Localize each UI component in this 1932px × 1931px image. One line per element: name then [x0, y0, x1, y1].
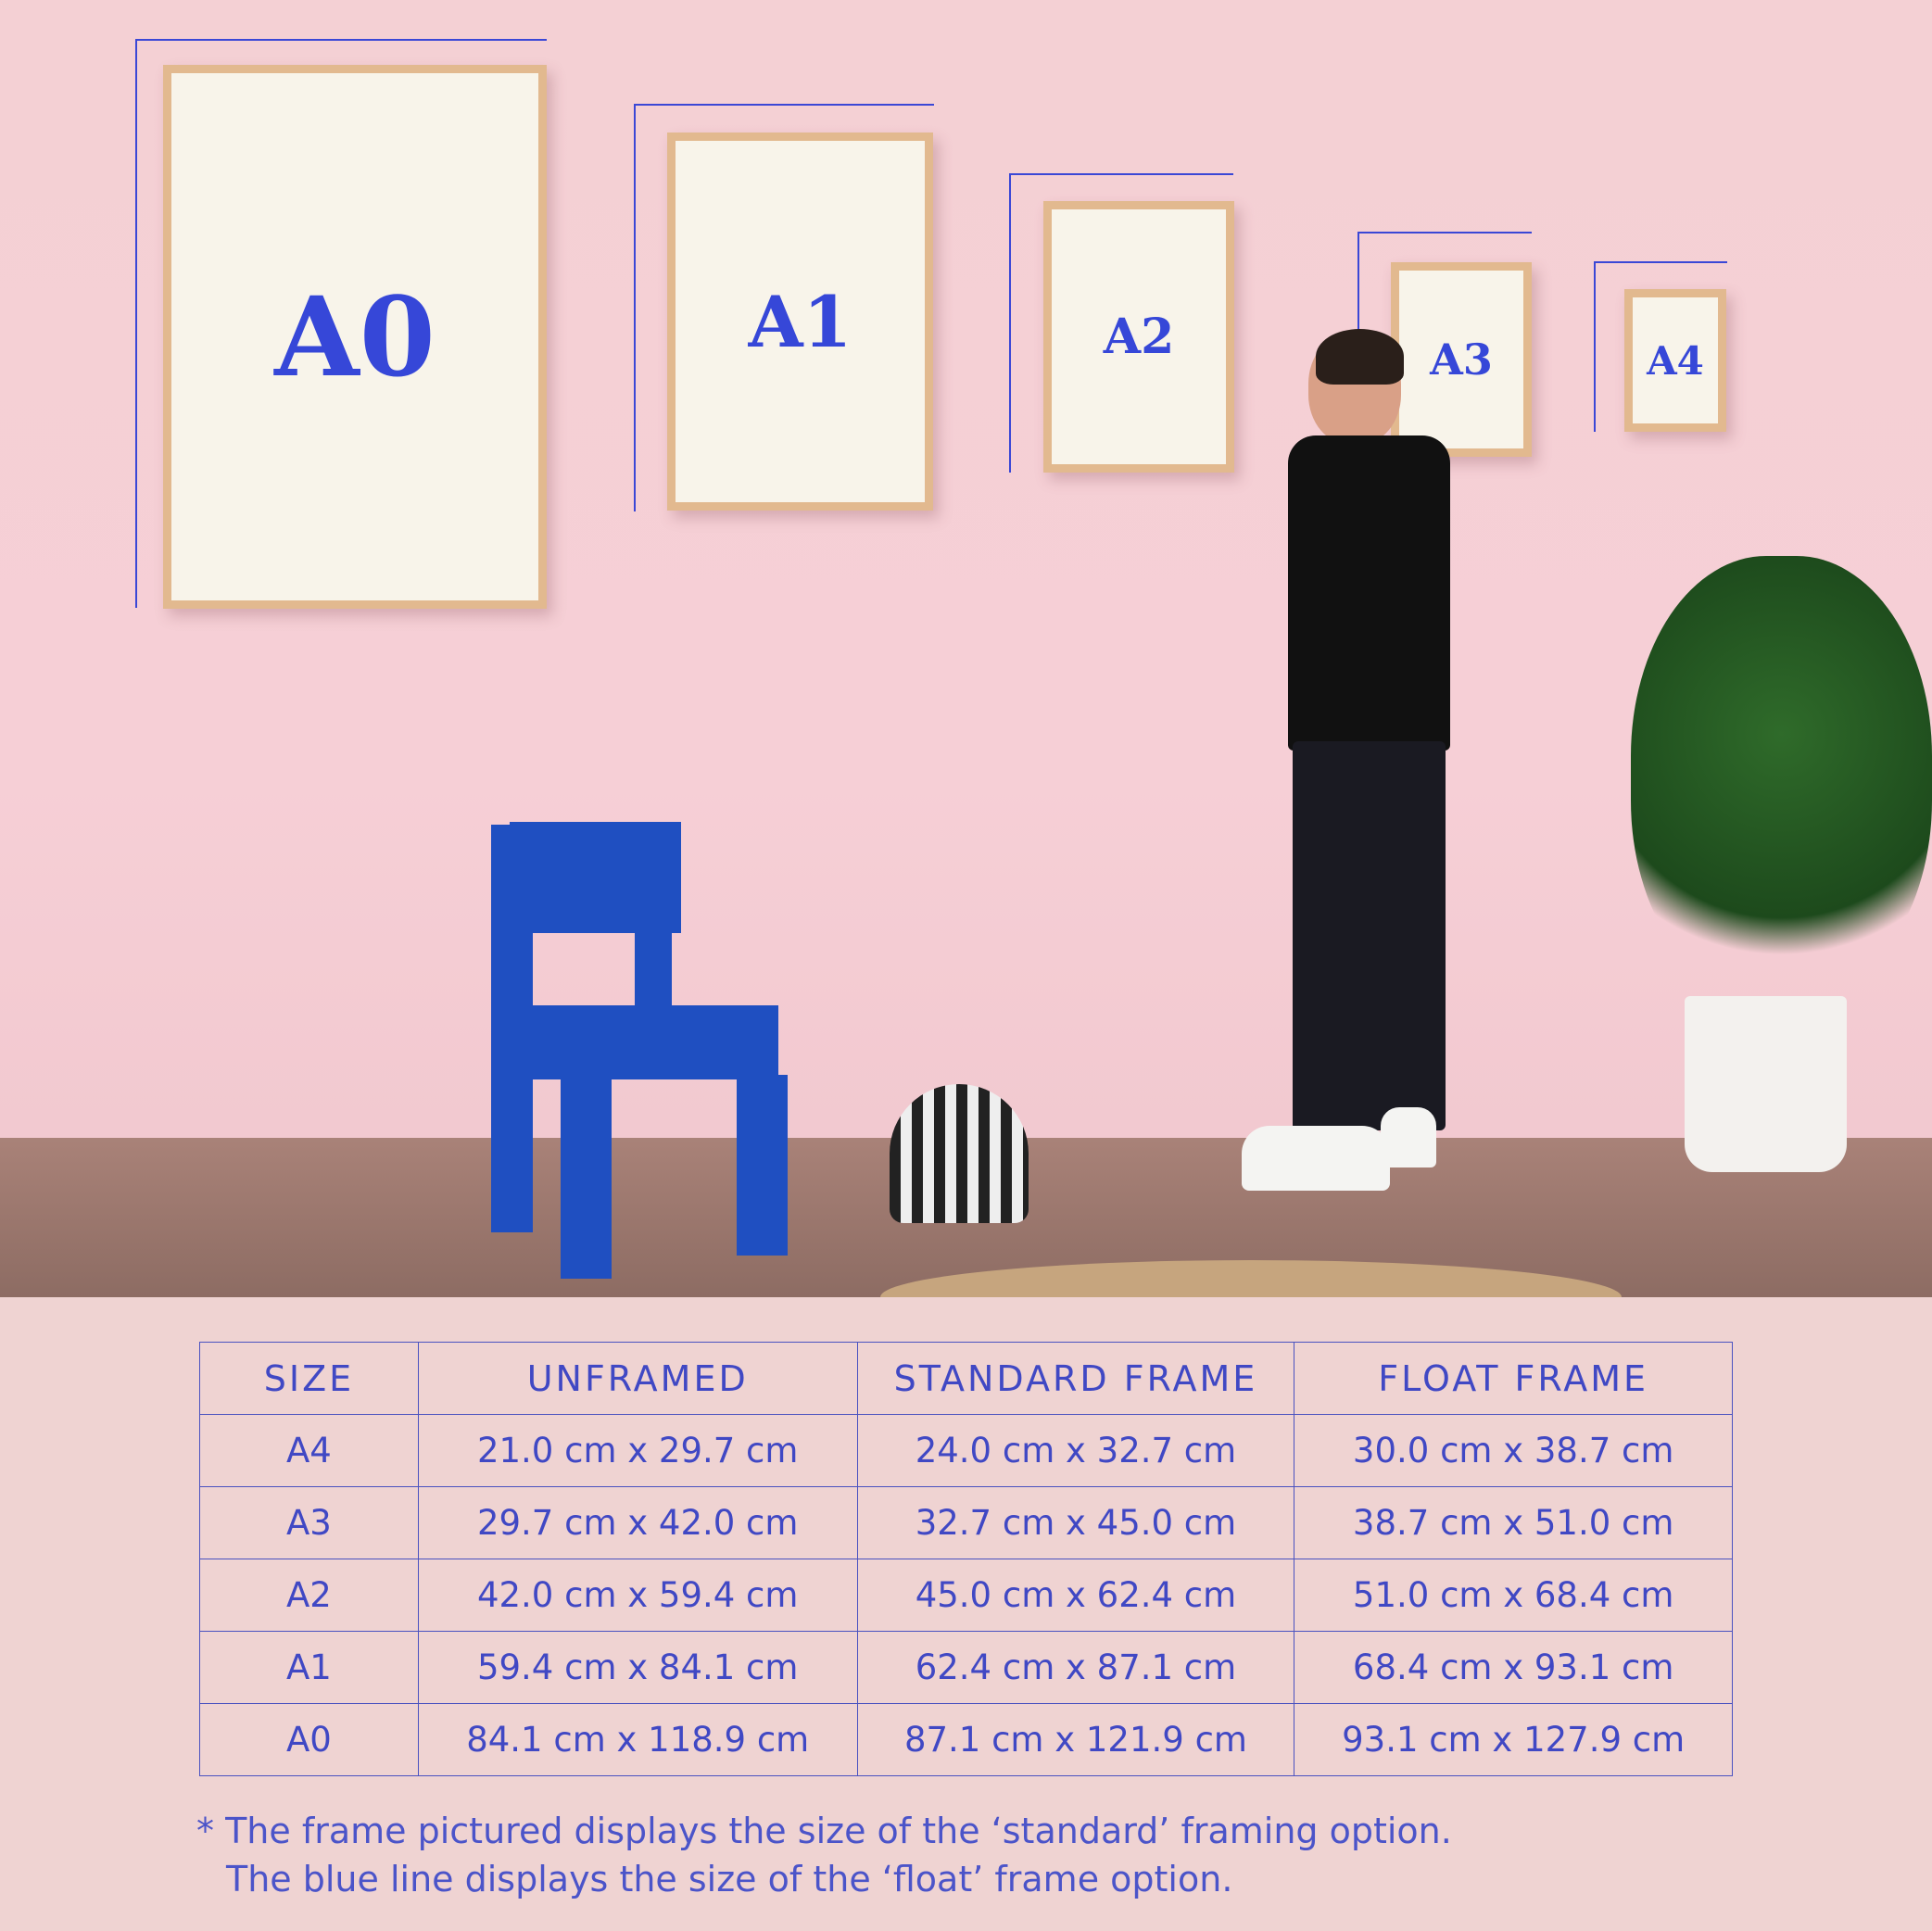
table-row: A4 21.0 cm x 29.7 cm 24.0 cm x 32.7 cm 30.0…	[199, 1414, 1733, 1487]
table-row: A2 42.0 cm x 59.4 cm 45.0 cm x 62.4 cm 51.0…	[199, 1559, 1733, 1632]
cell: A3	[199, 1486, 419, 1559]
float-outline-a0	[135, 39, 547, 608]
frame-a0: A0	[163, 65, 547, 609]
cell: A1	[199, 1631, 419, 1704]
cell: 84.1 cm x 118.9 cm	[417, 1703, 858, 1776]
cell: 62.4 cm x 87.1 cm	[856, 1631, 1295, 1704]
cell: 32.7 cm x 45.0 cm	[856, 1486, 1295, 1559]
float-outline-a2	[1009, 173, 1233, 473]
footnote-line-1: * The frame pictured displays the size o…	[196, 1811, 1452, 1851]
cell: 59.4 cm x 84.1 cm	[417, 1631, 858, 1704]
header-size: SIZE	[199, 1342, 419, 1415]
cell: 21.0 cm x 29.7 cm	[417, 1414, 858, 1487]
cell: 38.7 cm x 51.0 cm	[1294, 1486, 1733, 1559]
table-row: A1 59.4 cm x 84.1 cm 62.4 cm x 87.1 cm 68.4…	[199, 1631, 1733, 1704]
cell: 42.0 cm x 59.4 cm	[417, 1559, 858, 1632]
footnote-line-2: The blue line displays the size of the ‘…	[226, 1859, 1233, 1899]
cell: 93.1 cm x 127.9 cm	[1294, 1703, 1733, 1776]
footnote: * The frame pictured displays the size o…	[196, 1807, 1452, 1903]
header-unframed: UNFRAMED	[417, 1342, 858, 1415]
header-standard-frame: STANDARD FRAME	[856, 1342, 1295, 1415]
frame-a2: A2	[1043, 201, 1234, 473]
cell: 51.0 cm x 68.4 cm	[1294, 1559, 1733, 1632]
frame-a1: A1	[667, 133, 933, 511]
table-header: SIZE UNFRAMED STANDARD FRAME FLOAT FRAME	[199, 1342, 1733, 1415]
cell: A0	[199, 1703, 419, 1776]
cell: 68.4 cm x 93.1 cm	[1294, 1631, 1733, 1704]
cell: A4	[199, 1414, 419, 1487]
header-float-frame: FLOAT FRAME	[1294, 1342, 1733, 1415]
cell: 30.0 cm x 38.7 cm	[1294, 1414, 1733, 1487]
float-outline-a4	[1594, 261, 1727, 432]
frame-a4: A4	[1624, 289, 1726, 432]
cell: 45.0 cm x 62.4 cm	[856, 1559, 1295, 1632]
fruit-bowl	[890, 1084, 1029, 1223]
cell: A2	[199, 1559, 419, 1632]
cell: 87.1 cm x 121.9 cm	[856, 1703, 1295, 1776]
frame-a3: A3	[1391, 262, 1532, 457]
table-row: A0 84.1 cm x 118.9 cm 87.1 cm x 121.9 cm 93…	[199, 1703, 1733, 1776]
table-row: A3 29.7 cm x 42.0 cm 32.7 cm x 45.0 cm 38.7…	[199, 1486, 1733, 1559]
cell: 29.7 cm x 42.0 cm	[417, 1486, 858, 1559]
cell: 24.0 cm x 32.7 cm	[856, 1414, 1295, 1487]
product-photo: A0 A1 A2 A3 A4	[0, 0, 1932, 1297]
size-table: SIZE UNFRAMED STANDARD FRAME FLOAT FRAME…	[199, 1342, 1733, 1776]
float-outline-a1	[634, 104, 934, 511]
